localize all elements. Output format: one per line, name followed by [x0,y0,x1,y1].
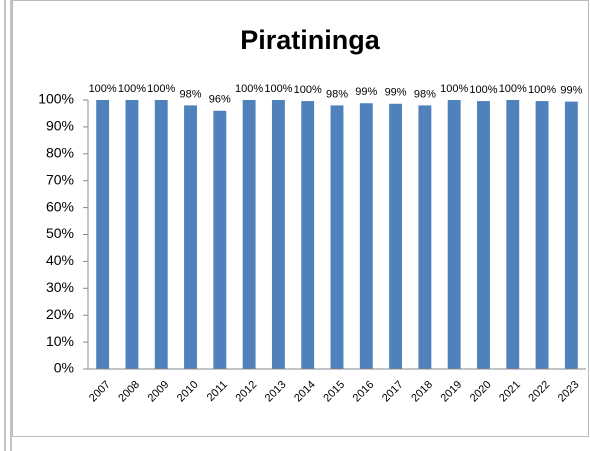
value-label: 99% [355,86,377,98]
y-tick-label: 100% [38,91,74,107]
y-tick-label: 40% [46,252,74,268]
x-tick-label: 2021 [497,379,523,405]
y-tick-label: 70% [46,171,74,187]
value-label: 98% [180,88,202,100]
bar [271,100,285,369]
y-tick-label: 10% [46,333,74,349]
value-label: 100% [469,84,497,96]
value-label: 100% [89,83,117,95]
x-tick-label: 2017 [380,379,406,405]
x-tick-label: 2012 [233,379,259,405]
value-label: 100% [235,83,263,95]
y-tick-label: 50% [46,225,74,241]
y-tick-label: 0% [54,360,74,376]
value-label: 100% [528,84,556,96]
bar [301,101,315,370]
value-label: 100% [294,84,322,96]
x-tick-label: 2009 [146,379,172,405]
y-tick-label: 60% [46,198,74,214]
bar [184,105,197,369]
bar [506,100,520,369]
x-tick-label: 2018 [409,379,435,405]
x-tick-label: 2019 [439,379,465,405]
bar [535,101,549,370]
bar [359,103,373,369]
y-tick-label: 80% [46,145,74,161]
value-label: 98% [326,88,348,100]
y-tick-label: 20% [46,306,74,322]
x-tick-label: 2016 [351,379,377,405]
y-tick-label: 30% [46,279,74,295]
x-tick-label: 2008 [116,379,142,405]
bar [125,100,139,369]
value-label: 100% [147,83,175,95]
bar [96,100,110,369]
value-label: 99% [385,87,407,99]
bar [418,105,432,369]
x-tick-label: 2011 [205,379,230,404]
y-tick-label: 90% [46,118,74,134]
x-tick-label: 2014 [292,379,318,405]
value-label: 98% [414,88,436,100]
value-label: 99% [560,85,582,97]
bar [389,103,403,370]
bar [242,100,256,369]
x-tick-label: 2010 [175,379,201,405]
x-tick-label: 2013 [263,379,289,405]
chart-title: Piratininga [240,25,381,55]
bar [213,110,227,369]
value-label: 100% [118,83,146,95]
value-label: 96% [209,94,231,106]
bar [477,101,490,370]
bar [330,105,344,369]
chart-frame [12,0,589,437]
value-label: 100% [264,83,292,95]
bar [564,101,578,369]
bar [154,100,168,369]
value-label: 100% [440,83,468,95]
x-tick-label: 2023 [556,379,582,405]
x-tick-label: 2015 [321,379,347,405]
value-label: 100% [499,83,527,95]
x-tick-label: 2007 [87,379,113,405]
bar [447,100,461,369]
x-tick-label: 2022 [526,379,552,405]
x-tick-label: 2020 [468,379,494,405]
